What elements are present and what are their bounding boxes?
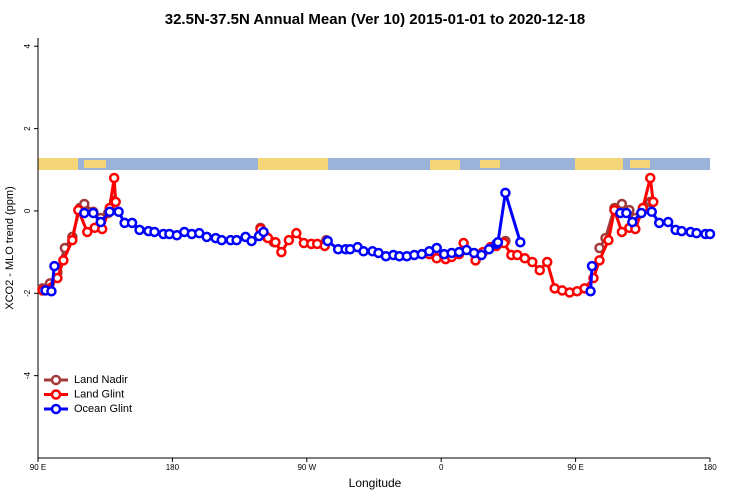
point <box>201 231 212 243</box>
point <box>621 207 632 219</box>
x-axis-label: Longitude <box>349 476 402 490</box>
point <box>534 264 546 276</box>
point <box>283 234 295 246</box>
point <box>49 260 60 272</box>
x-tick-label: 90 E <box>567 463 583 472</box>
point <box>704 228 716 240</box>
point <box>594 255 605 266</box>
legend-label: Land Glint <box>74 388 124 400</box>
chart-title: 32.5N-37.5N Annual Mean (Ver 10) 2015-01… <box>165 11 585 28</box>
x-tick-label: 90 E <box>30 463 46 472</box>
point <box>276 246 287 258</box>
legend-marker <box>50 389 62 400</box>
y-tick-label: 4 <box>23 43 32 48</box>
point <box>258 226 269 238</box>
legend-marker <box>50 374 62 386</box>
point <box>82 226 93 238</box>
point <box>648 196 659 208</box>
legend-label: Ocean Glint <box>74 403 132 415</box>
point <box>603 234 614 246</box>
point <box>126 217 138 229</box>
x-tick-label: 180 <box>166 463 180 472</box>
point <box>515 236 526 248</box>
y-tick-label: -2 <box>23 289 32 297</box>
y-tick-label: -4 <box>23 372 32 380</box>
point <box>113 206 124 218</box>
point <box>476 249 487 261</box>
point <box>627 216 638 228</box>
point <box>527 256 538 268</box>
point <box>585 285 596 297</box>
y-axis-label: XCO2 - MLO trend (ppm) <box>4 186 16 309</box>
point <box>431 242 442 254</box>
point <box>541 256 553 268</box>
y-tick-label: 2 <box>23 126 32 131</box>
point <box>483 243 495 255</box>
point <box>88 207 99 219</box>
point <box>67 234 78 246</box>
point <box>110 196 121 208</box>
point <box>616 226 628 238</box>
point <box>46 285 57 297</box>
point <box>104 206 115 218</box>
legend-label: Land Nadir <box>74 374 128 386</box>
y-tick-label: 0 <box>23 208 32 213</box>
point <box>358 246 369 257</box>
point <box>246 235 257 247</box>
point <box>291 227 302 239</box>
point <box>646 206 658 218</box>
point <box>270 236 281 248</box>
point <box>322 235 333 247</box>
x-tick-label: 90 W <box>297 463 316 472</box>
map-strip <box>38 158 710 170</box>
point <box>653 217 665 229</box>
point <box>492 236 504 248</box>
x-tick-label: 0 <box>439 463 444 472</box>
point <box>231 234 242 246</box>
point <box>216 234 227 246</box>
point <box>616 198 628 210</box>
point <box>662 216 674 228</box>
point <box>95 216 106 228</box>
point <box>79 207 90 219</box>
point <box>586 260 598 272</box>
x-tick-label: 180 <box>703 463 717 472</box>
point <box>691 227 702 239</box>
point <box>636 207 647 219</box>
legend-marker <box>50 403 62 415</box>
point <box>58 255 69 266</box>
point <box>149 226 160 238</box>
point <box>645 172 656 184</box>
point <box>108 172 120 184</box>
point <box>676 225 687 237</box>
point <box>134 224 145 236</box>
point <box>500 187 511 199</box>
